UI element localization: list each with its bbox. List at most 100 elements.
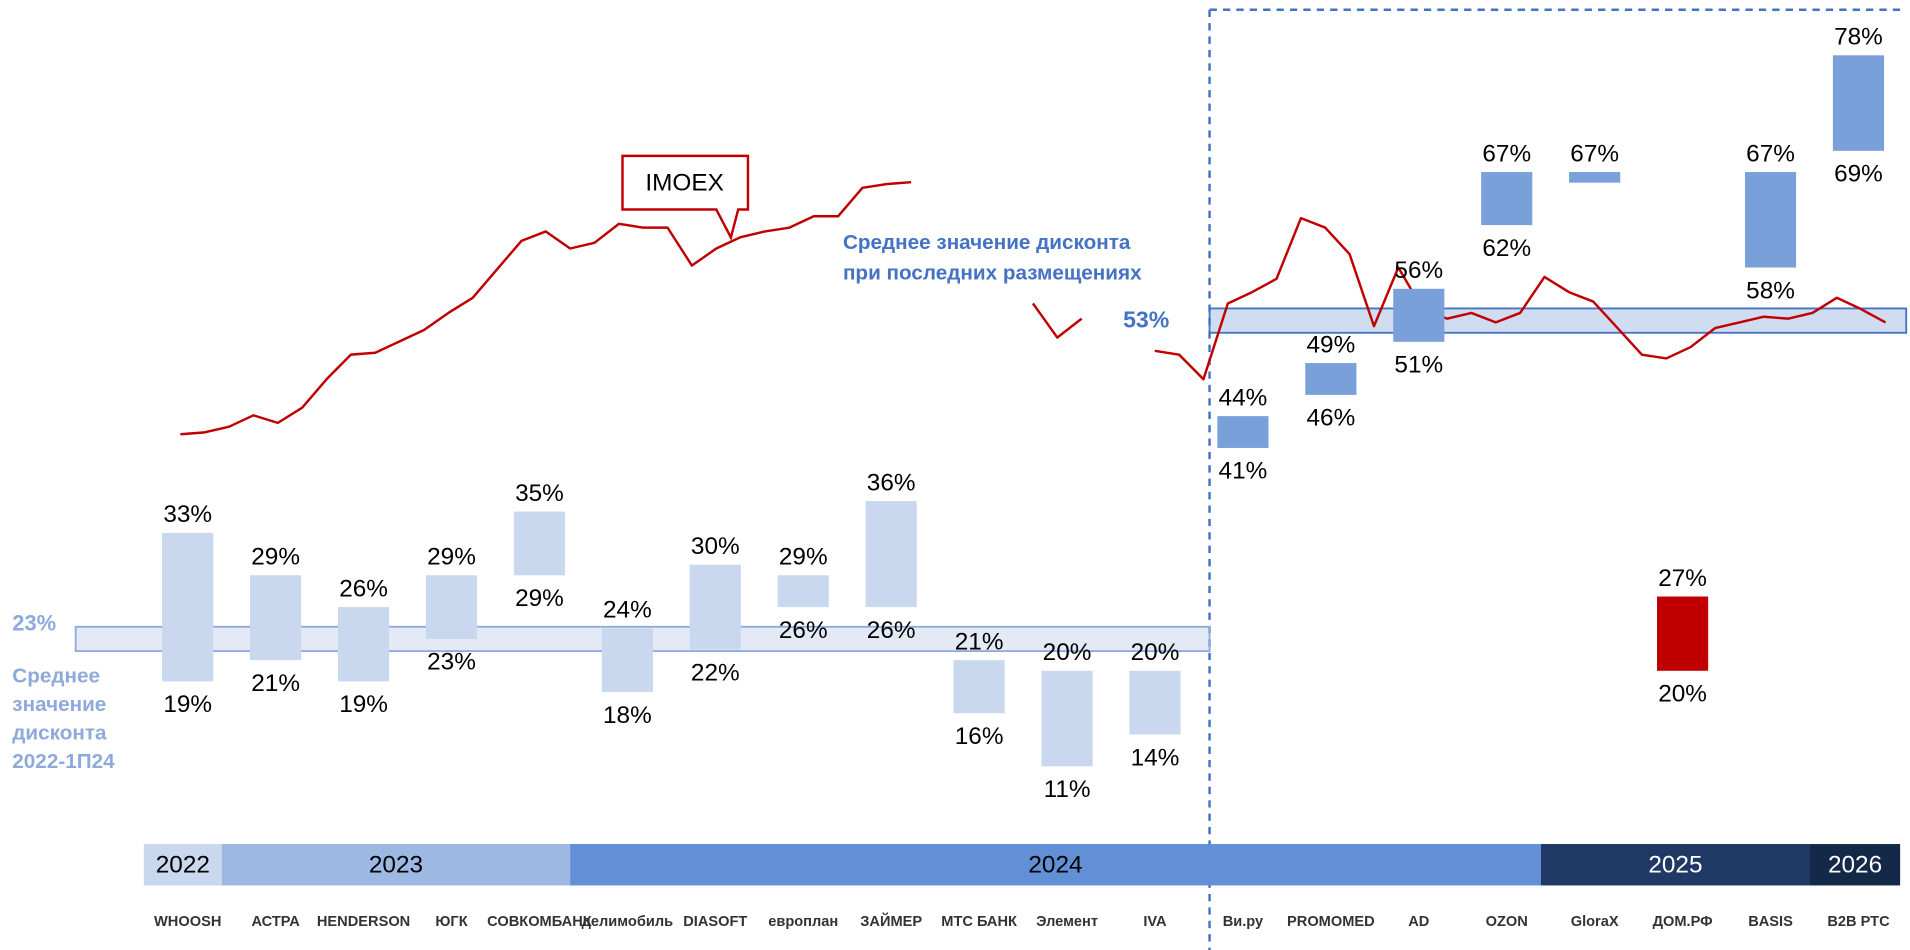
- average-label: 53%: [1123, 307, 1169, 333]
- company-logo: Ви.ру: [1223, 914, 1264, 930]
- high-label: 29%: [251, 544, 300, 571]
- timeline-segment: [570, 844, 1541, 886]
- average-note: Среднее: [12, 665, 100, 688]
- high-label: 35%: [515, 480, 564, 507]
- low-label: 14%: [1131, 744, 1180, 771]
- high-label: 29%: [427, 544, 476, 571]
- high-label: 20%: [1131, 639, 1180, 666]
- low-label: 21%: [251, 670, 300, 697]
- range-bar: [953, 660, 1005, 714]
- low-label: 62%: [1482, 235, 1531, 262]
- company-logo: AD: [1408, 914, 1429, 930]
- company-logo: делимобиль: [582, 914, 673, 930]
- timeline-label: 2025: [1648, 851, 1702, 878]
- company-logo: АСТРА: [251, 914, 300, 930]
- imoex-line: [1154, 216, 1887, 381]
- timeline-segment: [1810, 844, 1901, 886]
- low-label: 11%: [1044, 776, 1091, 803]
- high-label: 24%: [603, 597, 652, 624]
- timeline-label: 2023: [369, 851, 423, 878]
- high-label: 56%: [1394, 257, 1443, 284]
- company-logo: ЮГК: [435, 914, 467, 930]
- company-logo: IVA: [1143, 914, 1167, 930]
- range-bar: [1569, 172, 1621, 183]
- high-label: 30%: [691, 533, 740, 560]
- range-bar: [1217, 416, 1269, 448]
- company-logo: OZON: [1486, 914, 1528, 930]
- high-label: 27%: [1658, 565, 1707, 592]
- range-bar: [601, 628, 653, 693]
- timeline-label: 2024: [1028, 851, 1082, 878]
- company-logo: европлан: [768, 914, 838, 930]
- company-logo: ДОМ.РФ: [1653, 914, 1713, 930]
- low-label: 22%: [691, 659, 740, 686]
- high-label: 21%: [955, 629, 1004, 656]
- company-logo: B2B РТС: [1827, 914, 1890, 930]
- range-bar: [1832, 55, 1885, 151]
- average-note: 2022-1П24: [12, 750, 115, 773]
- range-bar: [425, 575, 478, 639]
- company-logo: WHOOSH: [154, 914, 221, 930]
- low-label: 69%: [1834, 161, 1883, 188]
- average-note: значение: [12, 693, 106, 716]
- low-label: 26%: [867, 617, 916, 644]
- high-label: 29%: [779, 544, 828, 571]
- range-bar: [1481, 172, 1533, 226]
- range-bar: [1129, 670, 1181, 735]
- low-label: 19%: [163, 691, 212, 718]
- high-label: 20%: [1043, 639, 1092, 666]
- average-note: при последних размещениях: [843, 262, 1142, 285]
- company-logo: СОВКОМБАНК: [487, 914, 592, 930]
- high-label: 26%: [339, 576, 388, 603]
- range-bar: [777, 575, 829, 608]
- timeline-segment: [221, 844, 571, 886]
- low-label: 26%: [779, 617, 828, 644]
- company-logo: МТС БАНК: [941, 914, 1017, 930]
- high-label: 49%: [1306, 331, 1355, 358]
- high-label: 67%: [1482, 140, 1531, 167]
- range-bar: [1744, 172, 1797, 268]
- low-label: 46%: [1306, 405, 1355, 432]
- company-logo: PROMOMED: [1287, 914, 1375, 930]
- range-bar: [337, 607, 390, 682]
- range-bar: [1657, 596, 1709, 671]
- callout: [621, 154, 750, 241]
- average-note: Среднее значение дисконта: [843, 231, 1131, 254]
- imoex-line: [180, 180, 912, 436]
- low-label: 51%: [1394, 352, 1443, 379]
- average-band: [1208, 307, 1908, 334]
- timeline-label: 2026: [1828, 851, 1882, 878]
- company-logo: DIASOFT: [683, 914, 747, 930]
- low-label: 16%: [955, 723, 1004, 750]
- company-logo: Элемент: [1036, 914, 1098, 930]
- company-logo: HENDERSON: [317, 914, 410, 930]
- range-bar: [1305, 363, 1357, 395]
- high-label: 44%: [1219, 384, 1268, 411]
- high-label: 67%: [1746, 140, 1795, 167]
- low-label: 19%: [339, 691, 388, 718]
- range-bar: [689, 564, 741, 650]
- range-bar: [865, 501, 917, 608]
- range-bar: [162, 532, 214, 682]
- average-label: 23%: [12, 611, 56, 636]
- company-logo: GloraX: [1571, 914, 1619, 930]
- range-bar: [1393, 288, 1445, 342]
- timeline-label: 2022: [156, 851, 210, 878]
- range-bar: [513, 511, 566, 576]
- low-label: 18%: [603, 702, 652, 729]
- low-label: 29%: [515, 585, 564, 612]
- company-logo: BASIS: [1748, 914, 1793, 930]
- plot: 23% Среднее значение дисконта 2022-1П24 53% Ср…: [12, 24, 1908, 930]
- company-logo: ЗАЙМЕР: [860, 912, 922, 930]
- range-bar: [1041, 670, 1093, 767]
- timeline-segment: [143, 844, 222, 886]
- low-label: 41%: [1219, 458, 1268, 485]
- low-label: 20%: [1658, 681, 1707, 708]
- high-label: 67%: [1570, 140, 1619, 167]
- high-label: 36%: [867, 469, 916, 496]
- average-note: дисконта: [12, 721, 107, 744]
- low-label: 58%: [1746, 277, 1795, 304]
- high-label: 78%: [1834, 24, 1883, 51]
